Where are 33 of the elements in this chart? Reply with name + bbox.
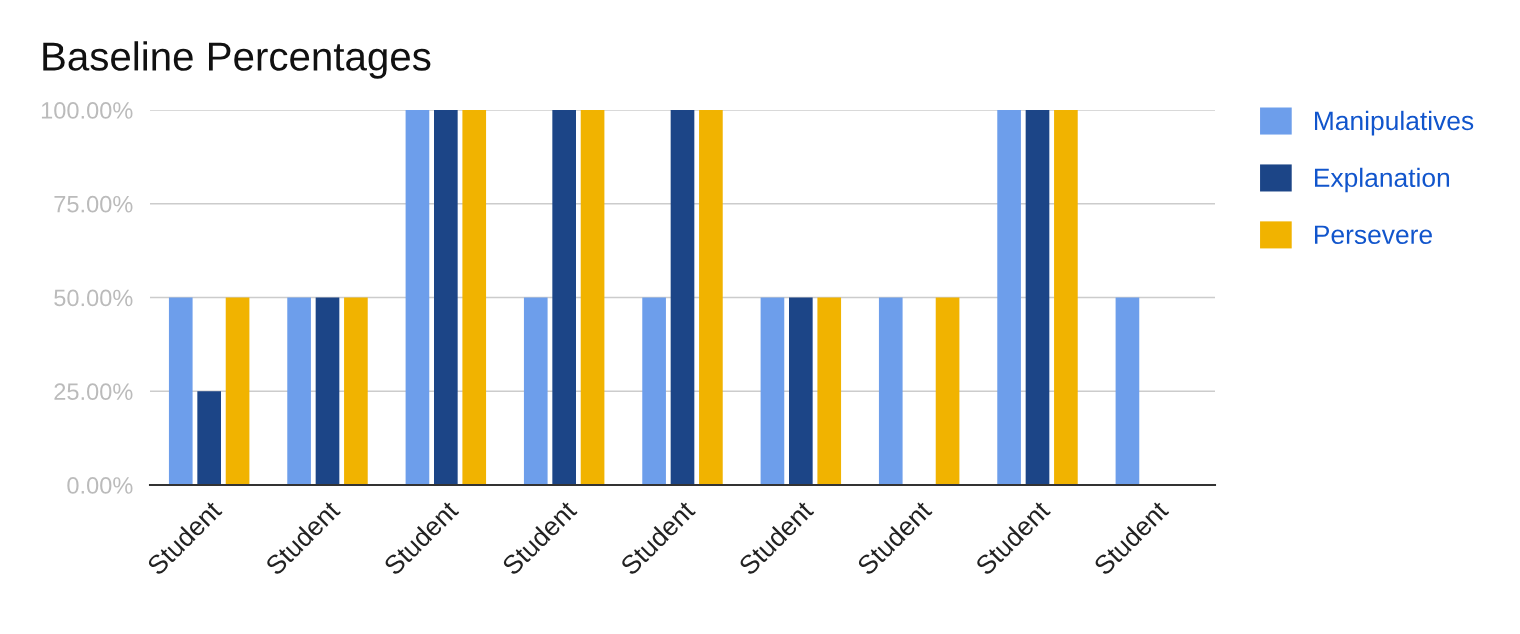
bar [789, 297, 813, 485]
bar [523, 297, 548, 485]
bar [997, 110, 1021, 485]
legend-label: Explanation [1314, 167, 1450, 193]
bar [580, 110, 605, 485]
bar [197, 391, 221, 485]
chart-title: Baseline Percentages [43, 41, 431, 79]
legend-label: Manipulatives [1314, 110, 1474, 136]
bar [642, 297, 666, 485]
y-tick-label: 100.00% [41, 102, 133, 119]
bar [315, 297, 340, 485]
bar [168, 297, 193, 485]
bar [552, 110, 576, 485]
legend-label: Persevere [1314, 225, 1432, 245]
bar [287, 297, 311, 485]
bar [935, 297, 960, 485]
bar [817, 297, 842, 485]
bar [434, 110, 458, 485]
bar [1115, 297, 1140, 485]
bar [1025, 110, 1050, 485]
bar [699, 110, 723, 485]
bar [344, 297, 368, 485]
y-tick-label: 75.00% [54, 195, 133, 213]
bar [462, 110, 487, 485]
y-tick-label: 50.00% [54, 289, 133, 307]
bar [405, 110, 430, 485]
bar [878, 297, 903, 485]
bar [760, 297, 785, 485]
y-tick-label: 25.00% [54, 383, 133, 401]
y-tick-label: 0.00% [67, 477, 133, 494]
bar [225, 297, 250, 485]
bar [1054, 110, 1078, 485]
bar [670, 110, 695, 485]
